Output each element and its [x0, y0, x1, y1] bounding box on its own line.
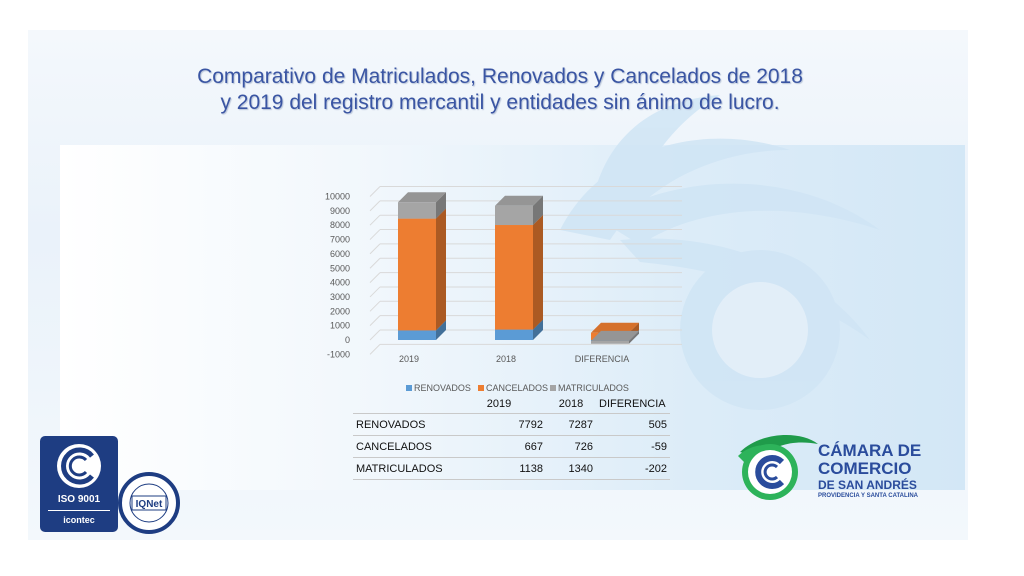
table-header-cell: 2019: [452, 395, 546, 414]
table-cell: 1138: [452, 457, 546, 480]
camara-line-2: COMERCIO: [818, 459, 912, 478]
y-tick-label: 8000: [330, 220, 350, 230]
y-axis-ticks: 1000090008000700060005000400030002000100…: [325, 192, 350, 360]
legend-swatch: [478, 385, 484, 391]
title-line-1: Comparativo de Matriculados, Renovados y…: [197, 65, 803, 88]
y-tick-label: 1000: [330, 321, 350, 331]
table-row: RENOVADOS 7792 7287 505: [353, 413, 670, 436]
table-header-cell: DIFERENCIA: [596, 395, 670, 414]
gridline: [369, 329, 381, 341]
table-cell: MATRICULADOS: [353, 457, 452, 480]
badge-divider: [48, 510, 110, 511]
camara-comercio-logo-icon: [738, 434, 818, 500]
bar-segment-matriculados-2018: [495, 195, 543, 226]
camara-line-4: PROVIDENCIA Y SANTA CATALINA: [818, 493, 919, 499]
title-line-2: y 2019 del registro mercantil y entidade…: [220, 91, 780, 114]
camara-line-3: DE SAN ANDRÉS: [818, 478, 917, 492]
data-table: 2019 2018 DIFERENCIA RENOVADOS 7792 7287…: [353, 395, 670, 480]
legend-item-matriculados: MATRICULADOS: [550, 383, 629, 393]
camara-comercio-wordmark: CÁMARA DE COMERCIO DE SAN ANDRÉS PROVIDE…: [818, 442, 921, 500]
table-header-cell: [353, 395, 452, 414]
legend-item-cancelados: CANCELADOS: [478, 383, 548, 393]
bar-segment-matriculados-diferencia: [591, 330, 639, 344]
table-cell: CANCELADOS: [353, 435, 452, 458]
table-cell: RENOVADOS: [353, 413, 452, 436]
table-cell: 1340: [546, 457, 596, 480]
y-tick-label: 0: [345, 335, 350, 345]
slide-title: Comparativo de Matriculados, Renovados y…: [100, 64, 900, 116]
x-tick-label: 2018: [496, 354, 516, 364]
x-tick-label: DIFERENCIA: [575, 354, 630, 364]
legend-swatch: [406, 385, 412, 391]
legend-item-renovados: RENOVADOS: [406, 383, 471, 393]
table-cell: 7287: [546, 413, 596, 436]
y-tick-label: 5000: [330, 263, 350, 273]
legend-label: CANCELADOS: [486, 383, 548, 393]
table-cell: 505: [596, 413, 670, 436]
gridline: [369, 343, 381, 355]
y-tick-label: 3000: [330, 292, 350, 302]
chart-bars: [398, 192, 639, 344]
y-tick-label: 7000: [330, 235, 350, 245]
table-cell: 7792: [452, 413, 546, 436]
bar-segment-cancelados-2018: [495, 215, 543, 330]
iqnet-label: IQNet: [136, 499, 163, 510]
iqnet-seal-icon: IQNet: [118, 472, 180, 534]
table-cell: 726: [546, 435, 596, 458]
legend-label: MATRICULADOS: [558, 383, 629, 393]
x-axis-ticks: 2019 2018 DIFERENCIA: [399, 354, 629, 364]
y-tick-label: 6000: [330, 249, 350, 259]
gridline: [369, 257, 381, 269]
table-cell: -202: [596, 457, 670, 480]
table-cell: 667: [452, 435, 546, 458]
iso-label: ISO 9001: [57, 494, 101, 505]
y-tick-label: 10000: [325, 192, 350, 202]
icontec-c-icon: [57, 444, 101, 488]
bar-segment-cancelados-2019: [398, 208, 446, 331]
iso-9001-badge: ISO 9001 icontec: [40, 436, 118, 532]
gridline: [369, 286, 381, 298]
table-header-row: 2019 2018 DIFERENCIA: [353, 395, 670, 414]
gridline: [369, 272, 381, 283]
table-row: CANCELADOS 667 726 -59: [353, 435, 670, 458]
icontec-label: icontec: [63, 515, 95, 525]
legend-swatch: [550, 385, 556, 391]
legend-label: RENOVADOS: [414, 383, 471, 393]
gridline: [369, 200, 381, 212]
table-header-cell: 2018: [546, 395, 596, 414]
y-tick-label: 4000: [330, 278, 350, 288]
x-tick-label: 2019: [399, 354, 419, 364]
gridline: [369, 214, 381, 226]
gridline: [369, 186, 381, 197]
gridline: [369, 229, 381, 240]
table-cell: -59: [596, 435, 670, 458]
y-tick-label: 2000: [330, 306, 350, 316]
gridline: [369, 243, 381, 255]
table-row: MATRICULADOS 1138 1340 -202: [353, 457, 670, 480]
y-tick-label: 9000: [330, 206, 350, 216]
y-tick-label: -1000: [327, 349, 350, 359]
bar-segment-matriculados-2019: [398, 192, 446, 219]
chart-legend: RENOVADOS CANCELADOS MATRICULADOS: [406, 383, 629, 393]
gridline: [369, 300, 381, 312]
camara-line-1: CÁMARA DE: [818, 441, 922, 460]
gridline: [369, 315, 381, 327]
